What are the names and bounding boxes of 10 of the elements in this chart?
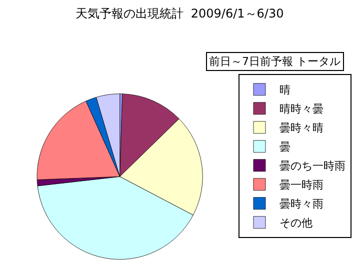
legend-label: その他 [279, 216, 312, 230]
legend-label: 曇時々晴 [279, 122, 324, 135]
chart-subtitle: 前日～7日前予報 トータル [209, 55, 340, 68]
legend-label: 曇時々雨 [279, 198, 324, 211]
legend-label: 曇のち一時雨 [279, 160, 346, 173]
legend-label: 晴時々曇 [279, 102, 324, 116]
legend-label: 晴 [279, 84, 290, 97]
legend-label: 曇一時雨 [279, 178, 324, 192]
legend-label: 曇 [279, 140, 290, 154]
chart-title: 天気予報の出現統計 2009/6/1～6/30 [75, 6, 284, 21]
